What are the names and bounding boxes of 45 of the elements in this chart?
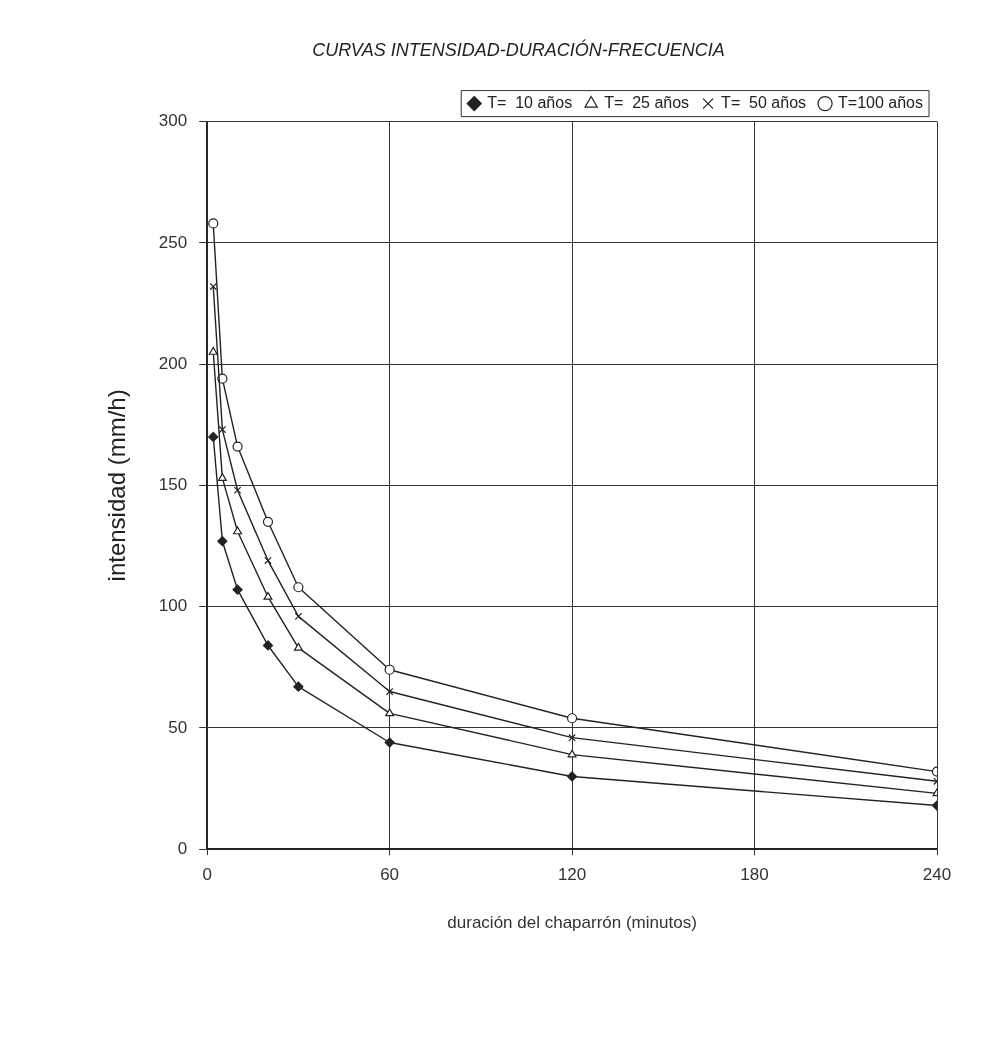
point <box>385 687 394 696</box>
point <box>208 218 219 229</box>
x-tick-label: 180 <box>740 865 769 885</box>
point <box>567 749 577 758</box>
chart-title: CURVAS INTENSIDAD-DURACIÓN-FRECUENCIA <box>312 38 725 60</box>
point <box>232 441 243 452</box>
point <box>385 708 395 717</box>
point <box>263 591 273 600</box>
legend-label: T=100 años <box>838 94 923 112</box>
point <box>293 582 304 593</box>
y-tick-label: 150 <box>158 475 188 495</box>
x-tick-label: 60 <box>380 865 400 885</box>
point <box>232 584 243 595</box>
x-tick-label: 120 <box>557 865 587 885</box>
y-tick-label: 50 <box>168 717 188 737</box>
x-tick-label: 240 <box>922 865 952 885</box>
y-axis-title: intensidad (mm/h) <box>103 389 131 582</box>
legend-label: T= 50 años <box>721 94 807 112</box>
point <box>293 681 304 692</box>
y-tick-label: 300 <box>158 111 188 131</box>
point <box>217 473 227 481</box>
point <box>294 612 303 621</box>
y-tick-label: 200 <box>158 353 188 373</box>
point <box>218 425 227 434</box>
point <box>293 642 303 651</box>
x-axis-title: duración del chaparrón (minutos) <box>447 913 697 933</box>
point <box>566 771 578 782</box>
x-tick-label: 0 <box>202 865 212 885</box>
point <box>566 713 578 724</box>
y-tick-label: 100 <box>158 596 188 616</box>
legend-label: T= 25 años <box>604 94 690 112</box>
point <box>384 664 395 675</box>
point <box>233 526 243 535</box>
point <box>217 536 228 547</box>
point <box>233 486 242 495</box>
point <box>264 556 272 565</box>
point <box>209 282 218 291</box>
y-tick-label: 250 <box>158 232 188 252</box>
legend-label: T= 10 años <box>487 94 573 112</box>
point <box>262 516 274 527</box>
point <box>384 737 395 748</box>
point <box>208 431 219 442</box>
y-tick-label: 0 <box>177 838 188 858</box>
point <box>568 733 576 742</box>
point <box>208 346 218 355</box>
